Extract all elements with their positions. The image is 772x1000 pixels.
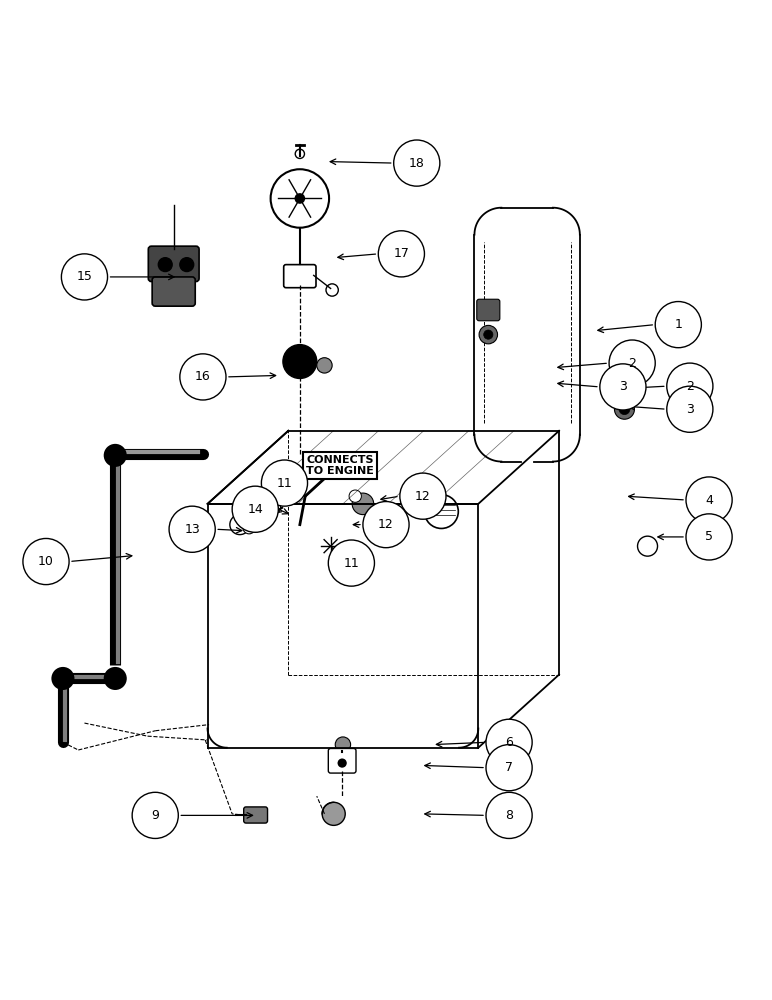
FancyBboxPatch shape bbox=[328, 748, 356, 773]
Circle shape bbox=[230, 515, 250, 535]
FancyBboxPatch shape bbox=[612, 376, 637, 398]
Circle shape bbox=[609, 340, 655, 386]
Text: 3: 3 bbox=[686, 403, 694, 416]
Circle shape bbox=[326, 284, 338, 296]
Text: 2: 2 bbox=[628, 357, 636, 370]
Text: 12: 12 bbox=[415, 490, 431, 503]
Text: 10: 10 bbox=[38, 555, 54, 568]
Text: 5: 5 bbox=[705, 530, 713, 543]
Text: 16: 16 bbox=[195, 370, 211, 383]
Circle shape bbox=[667, 386, 713, 432]
Text: 8: 8 bbox=[505, 809, 513, 822]
Text: 6: 6 bbox=[505, 736, 513, 749]
Text: 3: 3 bbox=[619, 380, 627, 393]
Circle shape bbox=[254, 512, 269, 528]
Circle shape bbox=[262, 460, 307, 506]
Circle shape bbox=[295, 149, 304, 158]
FancyBboxPatch shape bbox=[148, 246, 199, 282]
Circle shape bbox=[52, 667, 74, 690]
Circle shape bbox=[328, 540, 374, 586]
Circle shape bbox=[638, 536, 658, 556]
Text: 15: 15 bbox=[76, 270, 93, 283]
Circle shape bbox=[103, 667, 127, 690]
Text: 2: 2 bbox=[686, 380, 694, 393]
Circle shape bbox=[484, 330, 493, 339]
Text: 11: 11 bbox=[276, 477, 293, 490]
Circle shape bbox=[271, 169, 329, 228]
Circle shape bbox=[479, 325, 497, 344]
Circle shape bbox=[283, 345, 317, 378]
Circle shape bbox=[486, 719, 532, 765]
Circle shape bbox=[317, 358, 332, 373]
Circle shape bbox=[132, 792, 178, 838]
Circle shape bbox=[486, 792, 532, 838]
Circle shape bbox=[378, 231, 425, 277]
Circle shape bbox=[295, 194, 304, 203]
Text: 17: 17 bbox=[394, 247, 409, 260]
Text: 14: 14 bbox=[247, 503, 263, 516]
Circle shape bbox=[667, 363, 713, 409]
Circle shape bbox=[269, 502, 280, 514]
Text: 4: 4 bbox=[705, 494, 713, 507]
Circle shape bbox=[337, 758, 347, 768]
Circle shape bbox=[425, 495, 459, 528]
FancyBboxPatch shape bbox=[152, 277, 195, 306]
Text: 1: 1 bbox=[675, 318, 682, 331]
Text: 7: 7 bbox=[505, 761, 513, 774]
Text: 18: 18 bbox=[409, 157, 425, 170]
Circle shape bbox=[615, 399, 635, 419]
Text: 12: 12 bbox=[378, 518, 394, 531]
Circle shape bbox=[394, 140, 440, 186]
Circle shape bbox=[232, 486, 279, 532]
Circle shape bbox=[180, 258, 194, 272]
Circle shape bbox=[600, 364, 646, 410]
Circle shape bbox=[322, 802, 345, 825]
FancyBboxPatch shape bbox=[477, 299, 499, 321]
Circle shape bbox=[619, 404, 630, 415]
Circle shape bbox=[158, 258, 172, 272]
Circle shape bbox=[180, 354, 226, 400]
Circle shape bbox=[169, 506, 215, 552]
Circle shape bbox=[349, 490, 361, 502]
FancyBboxPatch shape bbox=[244, 807, 268, 823]
Text: CONNECTS
TO ENGINE: CONNECTS TO ENGINE bbox=[306, 455, 374, 476]
Circle shape bbox=[363, 502, 409, 548]
Circle shape bbox=[486, 745, 532, 791]
Circle shape bbox=[243, 522, 256, 534]
Circle shape bbox=[23, 538, 69, 585]
FancyBboxPatch shape bbox=[283, 265, 316, 288]
Circle shape bbox=[352, 493, 374, 515]
Circle shape bbox=[655, 302, 702, 348]
Text: 9: 9 bbox=[151, 809, 159, 822]
Circle shape bbox=[686, 514, 732, 560]
Circle shape bbox=[686, 477, 732, 523]
Circle shape bbox=[335, 737, 350, 752]
Circle shape bbox=[103, 444, 127, 467]
Circle shape bbox=[62, 254, 107, 300]
Text: 13: 13 bbox=[185, 523, 200, 536]
Text: 11: 11 bbox=[344, 557, 359, 570]
Circle shape bbox=[400, 473, 446, 519]
